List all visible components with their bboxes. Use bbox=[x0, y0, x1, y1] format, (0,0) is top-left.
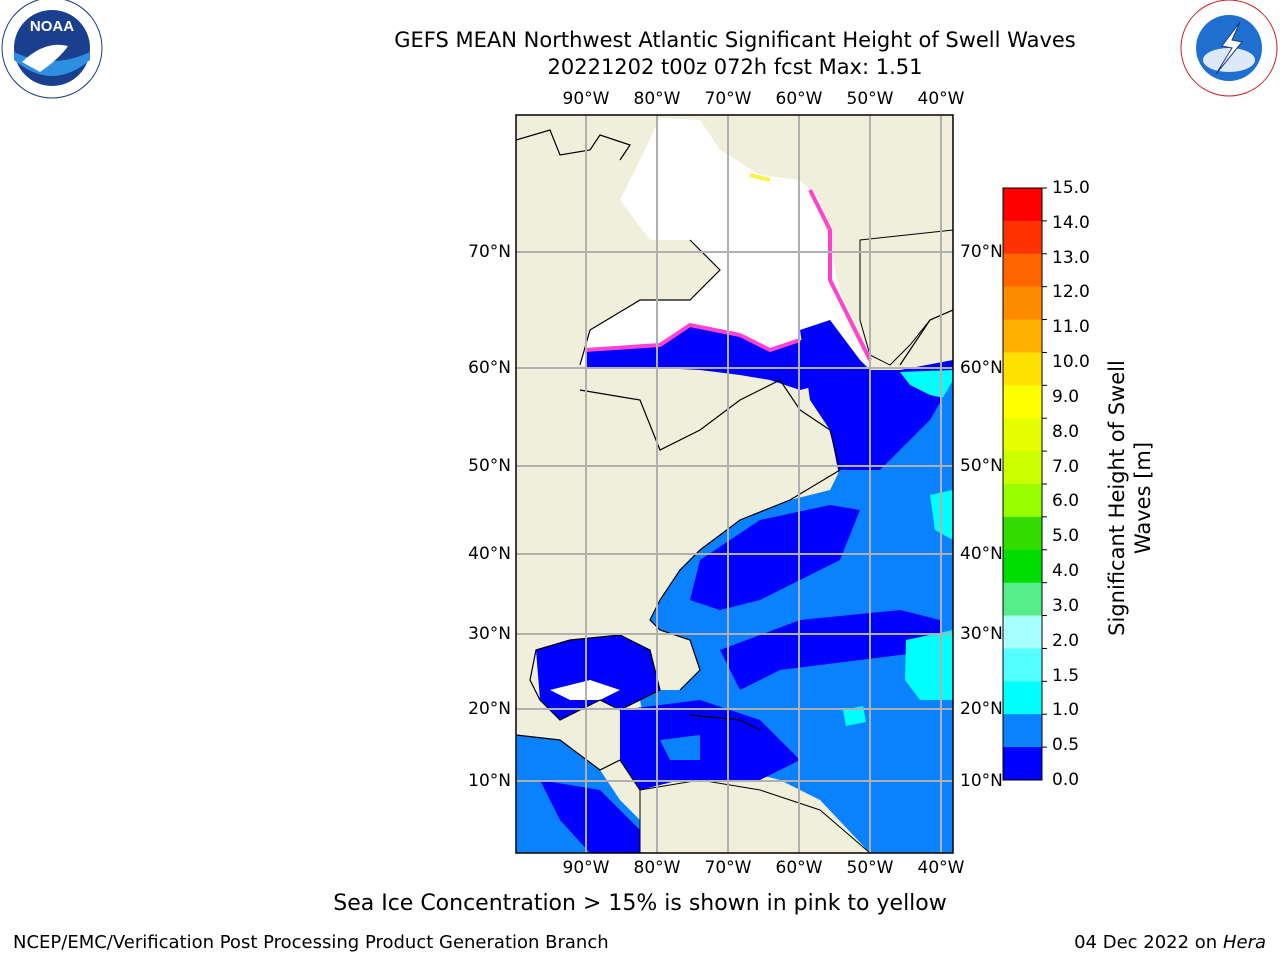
lon-label-top: 80°W bbox=[633, 89, 681, 109]
graticule bbox=[516, 115, 953, 853]
lon-label-bottom: 50°W bbox=[846, 858, 894, 878]
colorbar-swatch bbox=[1003, 418, 1042, 452]
lat-label-right: 10°N bbox=[960, 771, 1003, 791]
colorbar-swatch bbox=[1003, 352, 1042, 386]
colorbar-swatch bbox=[1003, 681, 1042, 715]
colorbar-swatch bbox=[1003, 385, 1042, 419]
lon-label-top: 60°W bbox=[775, 89, 823, 109]
lat-label-right: 70°N bbox=[960, 242, 1003, 262]
caribbean-mid-swell bbox=[660, 735, 700, 760]
colorbar-swatch bbox=[1003, 516, 1042, 551]
small-high-swell bbox=[843, 706, 866, 726]
lat-label-right: 20°N bbox=[960, 699, 1003, 719]
colorbar-level-label: 14.0 bbox=[1052, 212, 1090, 233]
east-high-swell bbox=[905, 630, 953, 700]
lon-label-top: 70°W bbox=[704, 89, 752, 109]
footer-credit: NCEP/EMC/Verification Post Processing Pr… bbox=[13, 932, 609, 953]
colorbar-level-label: 1.0 bbox=[1052, 700, 1080, 721]
labrador-high-swell bbox=[900, 370, 953, 400]
coastline-cuba bbox=[689, 714, 761, 731]
sea-ice-edge-hudson bbox=[584, 322, 801, 353]
lat-label-left: 40°N bbox=[468, 544, 511, 564]
gulf-of-mexico bbox=[536, 635, 660, 720]
colorbar-swatch bbox=[1003, 319, 1042, 353]
colorbar-level-label: 9.0 bbox=[1052, 386, 1080, 407]
lon-label-top: 40°W bbox=[917, 89, 965, 109]
colorbar-level-label: 11.0 bbox=[1052, 317, 1090, 338]
lon-label-bottom: 70°W bbox=[704, 858, 752, 878]
colorbar-level-label: 13.0 bbox=[1052, 247, 1090, 268]
lat-label-right: 40°N bbox=[960, 544, 1003, 564]
sea-ice-note: Sea Ice Concentration > 15% is shown in … bbox=[333, 891, 947, 916]
colorbar-level-label: 1.5 bbox=[1052, 665, 1080, 686]
footer-date: 04 Dec 2022 on Hera bbox=[1074, 932, 1266, 953]
lat-label-left: 30°N bbox=[468, 624, 511, 644]
colorbar-swatch bbox=[1003, 253, 1042, 288]
map-panel bbox=[516, 115, 953, 853]
coastline-east-us bbox=[649, 469, 841, 691]
colorbar-level-label: 8.0 bbox=[1052, 421, 1080, 442]
colorbar-level-label: 4.0 bbox=[1052, 561, 1080, 582]
colorbar-level-label: 10.0 bbox=[1052, 352, 1090, 373]
colorbar-swatch bbox=[1003, 220, 1042, 255]
colorbar-swatch bbox=[1003, 188, 1042, 222]
coastline-central-america bbox=[516, 734, 641, 791]
colorbar-level-label: 7.0 bbox=[1052, 456, 1080, 477]
colorbar-swatch bbox=[1003, 549, 1042, 584]
chart-subtitle: 20221202 t00z 072h fcst Max: 1.51 bbox=[547, 55, 923, 79]
pacific-low-swell bbox=[540, 780, 640, 853]
shelf-low-swell bbox=[690, 505, 860, 610]
coastline-arctic bbox=[516, 129, 631, 161]
colorbar-level-label: 6.0 bbox=[1052, 491, 1080, 512]
chart-title: GEFS MEAN Northwest Atlantic Significant… bbox=[394, 28, 1076, 52]
lat-label-right: 50°N bbox=[960, 456, 1003, 476]
colorbar-swatch bbox=[1003, 714, 1042, 748]
lat-label-right: 30°N bbox=[960, 624, 1003, 644]
ice-white-region bbox=[580, 118, 870, 380]
colorbar-level-label: 12.0 bbox=[1052, 282, 1090, 303]
colorbar-level-label: 2.0 bbox=[1052, 630, 1080, 651]
colorbar-level-label: 0.0 bbox=[1052, 770, 1080, 790]
lon-label-bottom: 40°W bbox=[917, 858, 965, 878]
lat-label-left: 70°N bbox=[468, 242, 511, 262]
colorbar-swatch bbox=[1003, 451, 1042, 485]
colorbar-swatch bbox=[1003, 615, 1042, 649]
lat-label-left: 20°N bbox=[468, 699, 511, 719]
colorbar-swatch bbox=[1003, 648, 1042, 682]
lat-label-right: 60°N bbox=[960, 358, 1003, 378]
lon-label-bottom: 80°W bbox=[633, 858, 681, 878]
lon-label-top: 90°W bbox=[562, 89, 610, 109]
lat-label-left: 10°N bbox=[468, 771, 511, 791]
lon-label-bottom: 90°W bbox=[562, 858, 610, 878]
lon-label-bottom: 60°W bbox=[775, 858, 823, 878]
colorbar-swatch bbox=[1003, 484, 1042, 518]
sea-ice-yellow bbox=[749, 173, 771, 182]
colorbar-title: Significant Height of Swell Waves [m] bbox=[1105, 360, 1155, 636]
map-frame bbox=[515, 114, 954, 854]
lon-label-top: 50°W bbox=[846, 89, 894, 109]
noaa-logo-text: NOAA bbox=[29, 18, 75, 35]
hudson-strait-swell bbox=[585, 325, 840, 390]
colorbar-swatch bbox=[1003, 582, 1042, 617]
colorbar bbox=[1003, 187, 1047, 781]
central-low-swell bbox=[720, 610, 940, 690]
caribbean-sea bbox=[620, 700, 800, 790]
footer-machine: Hera bbox=[1222, 932, 1266, 953]
colorbar-level-label: 15.0 bbox=[1052, 178, 1090, 198]
colorbar-level-label: 3.0 bbox=[1052, 595, 1080, 616]
sea-ice-edge-baffin bbox=[808, 189, 872, 361]
coastline-quebec bbox=[579, 379, 841, 471]
lat-label-left: 60°N bbox=[468, 358, 511, 378]
colorbar-level-label: 5.0 bbox=[1052, 526, 1080, 547]
colorbar-swatch bbox=[1003, 286, 1042, 321]
colorbar-level-label: 0.5 bbox=[1052, 735, 1080, 756]
coastline-hudson-west bbox=[579, 239, 721, 366]
footer-date-text: 04 Dec 2022 on bbox=[1074, 932, 1218, 953]
lat-label-left: 50°N bbox=[468, 456, 511, 476]
greenland bbox=[859, 229, 953, 366]
coastline-greenland-south bbox=[899, 309, 953, 366]
colorbar-frame bbox=[1002, 187, 1043, 781]
colorbar-swatch bbox=[1003, 747, 1042, 781]
